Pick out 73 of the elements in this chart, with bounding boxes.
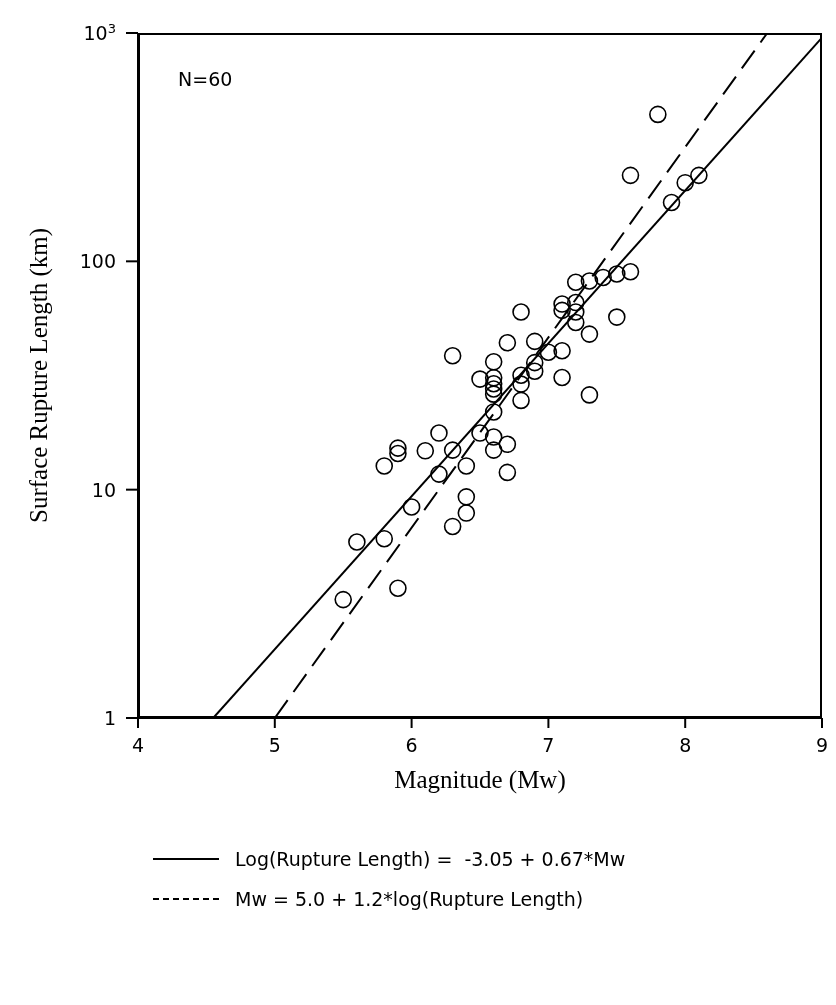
- legend-label: Log(Rupture Length) = -3.05 + 0.67*Mw: [235, 848, 626, 870]
- point: [430, 424, 448, 442]
- point: [375, 457, 394, 475]
- point: [525, 332, 544, 351]
- point: [580, 325, 599, 343]
- point: [389, 444, 407, 463]
- point: [553, 301, 571, 320]
- y-tick-label: 10$^{3}$: [83, 20, 116, 44]
- point: [334, 590, 352, 609]
- point: [553, 295, 571, 313]
- point: [580, 272, 599, 290]
- y-tick-label: 1: [103, 707, 116, 729]
- point: [375, 529, 394, 548]
- point: [525, 362, 544, 381]
- point: [348, 533, 366, 551]
- point: [484, 441, 503, 459]
- point: [594, 268, 612, 287]
- point: [566, 293, 585, 312]
- point: [498, 333, 517, 352]
- point: [402, 498, 421, 516]
- point: [430, 465, 448, 483]
- point: [621, 262, 640, 281]
- point: [443, 517, 462, 536]
- annotation: N=60: [178, 68, 233, 90]
- point: [484, 353, 503, 371]
- point: [484, 403, 503, 421]
- point: [457, 488, 476, 506]
- x-tick-label: 9: [815, 734, 829, 756]
- point: [471, 424, 489, 442]
- point: [484, 428, 503, 446]
- x-tick-label: 8: [679, 734, 692, 756]
- point: [484, 380, 503, 398]
- point: [566, 273, 585, 292]
- point: [457, 504, 476, 522]
- point: [512, 391, 530, 410]
- x-tick-label: 4: [131, 734, 145, 756]
- x-tick-label: 5: [268, 734, 281, 756]
- legend-label: Mw = 5.0 + 1.2*log(Rupture Length): [235, 888, 584, 910]
- point: [484, 374, 503, 393]
- point: [512, 366, 530, 385]
- point: [389, 439, 407, 457]
- point: [443, 441, 462, 459]
- point: [471, 370, 489, 388]
- point: [512, 303, 530, 321]
- point: [566, 313, 585, 332]
- point: [539, 343, 558, 361]
- y-tick-label: 10: [91, 478, 116, 501]
- point: [443, 346, 462, 365]
- x-tick-label: 7: [542, 734, 555, 756]
- x-tick-label: 6: [405, 734, 418, 756]
- point: [457, 457, 476, 475]
- point: [512, 375, 530, 393]
- point: [498, 435, 517, 454]
- point: [498, 463, 517, 482]
- point: [484, 368, 503, 387]
- point: [608, 265, 626, 283]
- y-tick-label: 100: [79, 250, 116, 273]
- point: [416, 441, 435, 460]
- point: [649, 105, 667, 124]
- point: [676, 173, 694, 192]
- point: [662, 193, 681, 212]
- point: [690, 166, 708, 185]
- point: [608, 308, 626, 326]
- x-axis-title: Magnitude (Mw): [394, 766, 566, 794]
- point: [553, 341, 571, 360]
- point: [525, 353, 544, 372]
- y-axis-title: Surface Rupture Length (km): [24, 227, 53, 524]
- point: [484, 385, 503, 403]
- point: [621, 166, 640, 185]
- point: [553, 368, 571, 387]
- point: [580, 386, 599, 404]
- point: [389, 579, 407, 598]
- point: [566, 303, 585, 321]
